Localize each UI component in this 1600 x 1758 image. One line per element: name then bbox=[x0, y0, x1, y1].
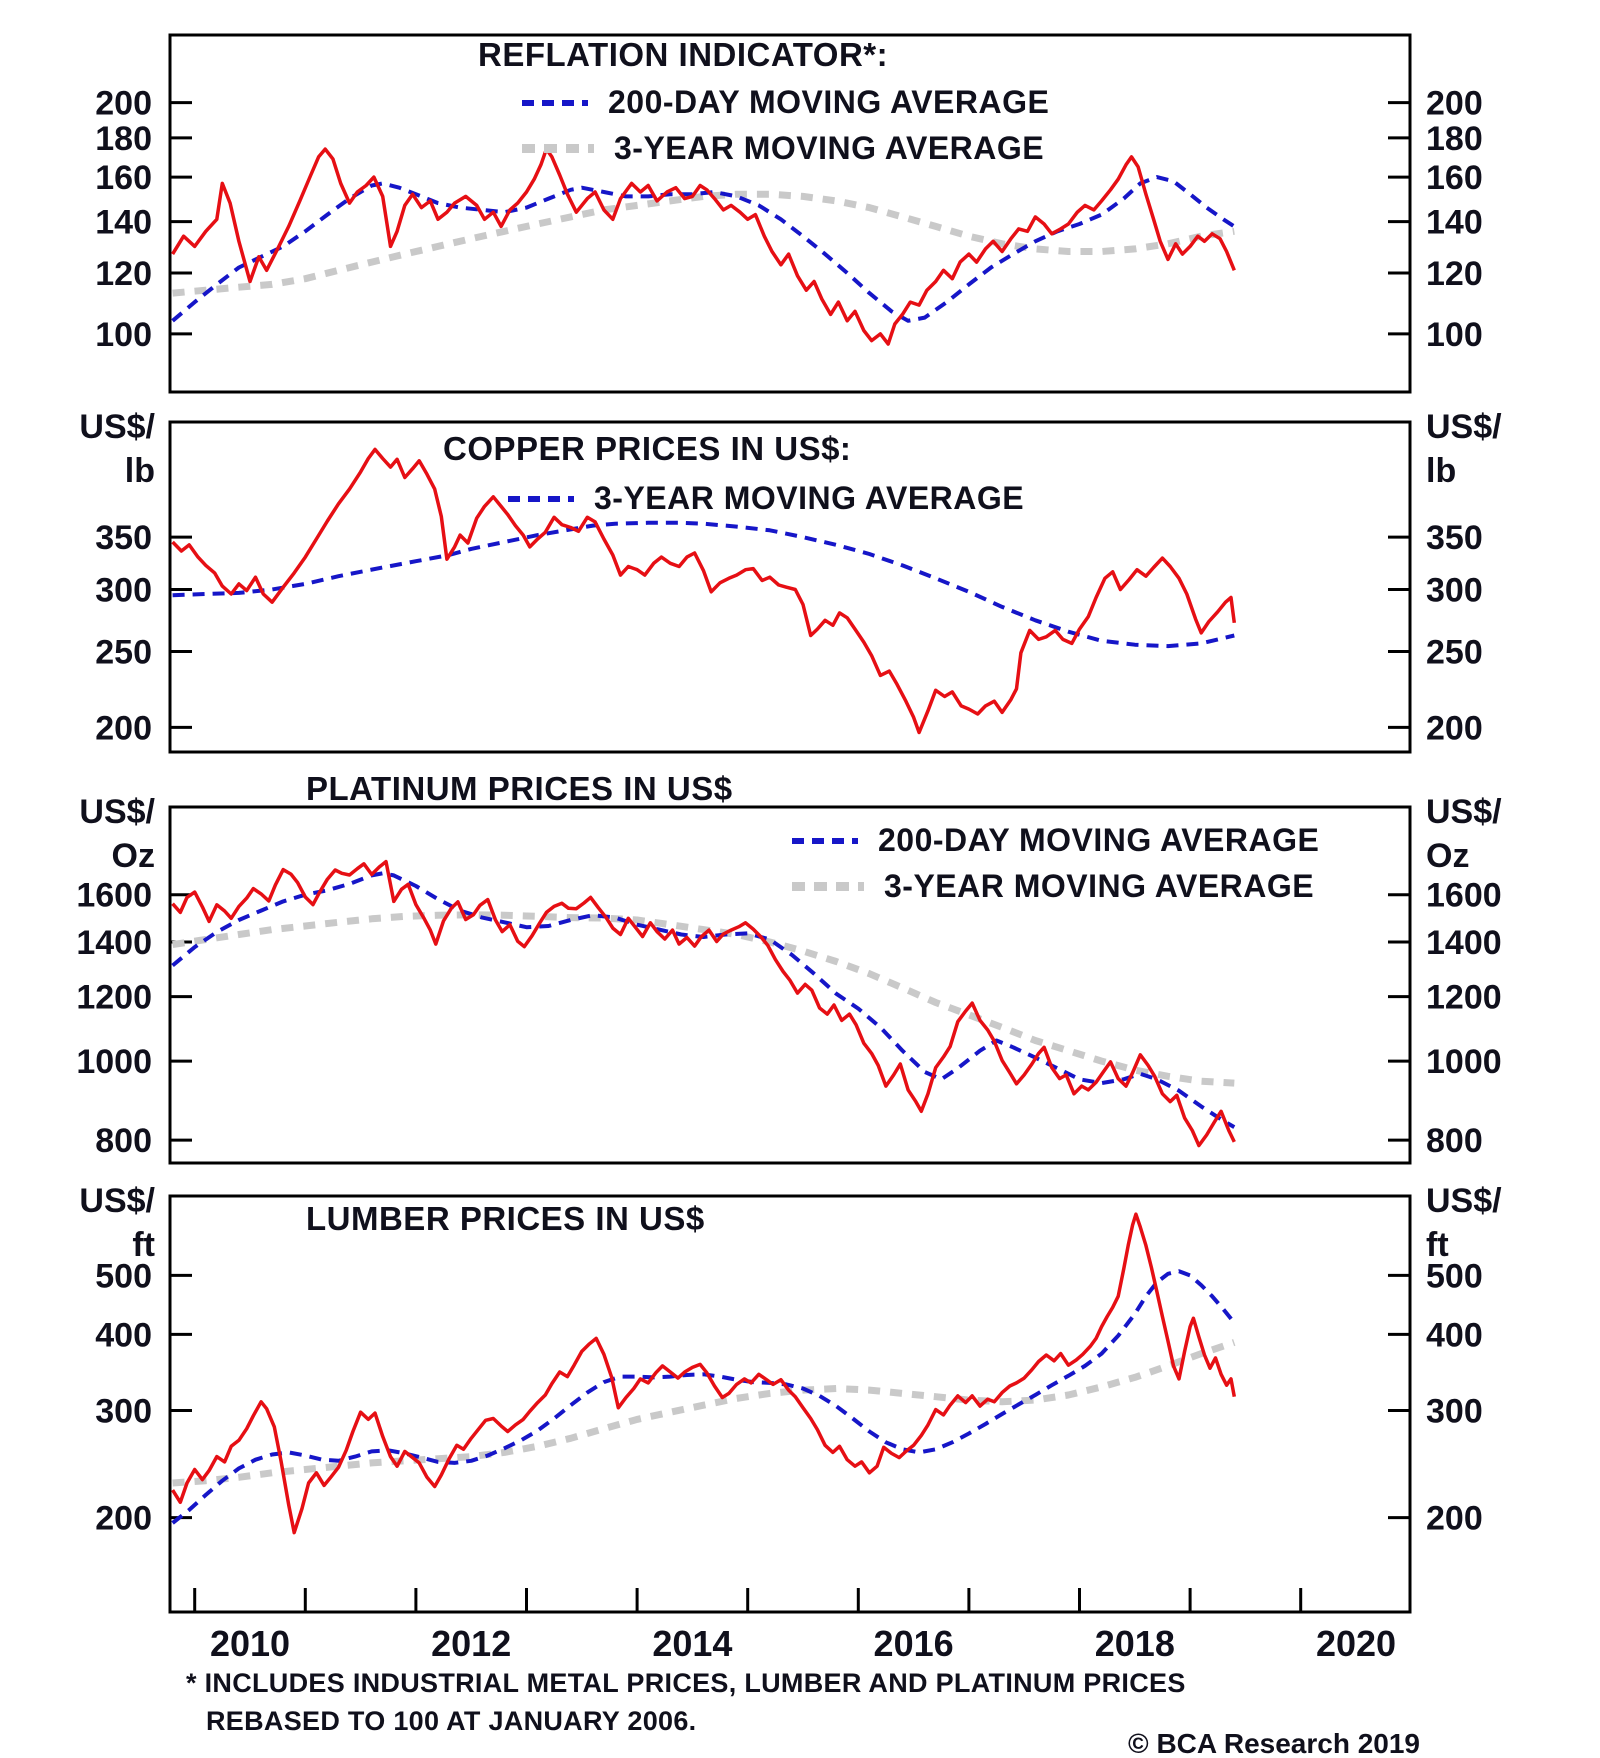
legend-platinum: 200-DAY MOVING AVERAGE 3-YEAR MOVING AVE… bbox=[792, 822, 1319, 905]
y-tick-label-left: 1200 bbox=[76, 979, 152, 1017]
x-axis-year-label: 2020 bbox=[1316, 1623, 1396, 1664]
legend-label: 200-DAY MOVING AVERAGE bbox=[878, 822, 1320, 858]
legend-item-3year: 3-YEAR MOVING AVERAGE bbox=[508, 480, 1024, 517]
y-tick-label-left: 400 bbox=[95, 1316, 152, 1354]
y-tick-label-right: 160 bbox=[1426, 159, 1483, 197]
x-axis-year-label: 2014 bbox=[652, 1623, 732, 1664]
unit-label-right: US$/ bbox=[1426, 408, 1502, 446]
y-tick-label-left: 250 bbox=[95, 633, 152, 671]
dashed-line-swatch-blue bbox=[522, 99, 588, 106]
ma-blue-line-platinum bbox=[171, 871, 1236, 1129]
panel-frame-lumber bbox=[168, 1194, 1412, 1614]
y-tick-label-left: 350 bbox=[95, 519, 152, 557]
unit-label-left: ft bbox=[132, 1226, 155, 1264]
unit-label-right: US$/ bbox=[1426, 1182, 1502, 1220]
x-axis-year-label: 2016 bbox=[874, 1623, 954, 1664]
y-tick-label-right: 140 bbox=[1426, 204, 1483, 242]
legend-item-200day: 200-DAY MOVING AVERAGE bbox=[522, 84, 1049, 121]
panel-title-lumber: LUMBER PRICES IN US$ bbox=[306, 1200, 705, 1237]
copyright-notice: © BCA Research 2019 bbox=[1128, 1728, 1420, 1758]
unit-label-left: Oz bbox=[112, 837, 155, 875]
legend-label: 3-YEAR MOVING AVERAGE bbox=[884, 868, 1315, 904]
panel-frame-copper bbox=[168, 420, 1412, 754]
x-axis-year-label: 2012 bbox=[431, 1623, 511, 1664]
y-tick-label-left: 120 bbox=[95, 255, 152, 293]
y-tick-label-right: 400 bbox=[1426, 1316, 1483, 1354]
panel-frame-platinum bbox=[168, 805, 1412, 1165]
dashed-line-swatch-blue bbox=[792, 837, 858, 844]
y-tick-label-left: 500 bbox=[95, 1257, 152, 1295]
legend-label: 3-YEAR MOVING AVERAGE bbox=[614, 130, 1045, 166]
price-line-lumber bbox=[171, 1212, 1237, 1535]
dashed-line-swatch-gray bbox=[522, 144, 594, 153]
unit-label-right: ft bbox=[1426, 1226, 1449, 1264]
y-tick-label-right: 1600 bbox=[1426, 877, 1502, 915]
y-tick-label-right: 1400 bbox=[1426, 924, 1502, 962]
unit-label-left: US$/ bbox=[79, 793, 155, 831]
legend-label: 3-YEAR MOVING AVERAGE bbox=[594, 480, 1025, 516]
y-tick-label-right: 500 bbox=[1426, 1257, 1483, 1295]
panel-title-copper: COPPER PRICES IN US$: bbox=[443, 430, 852, 467]
price-line-reflation bbox=[171, 147, 1236, 346]
price-line-copper bbox=[171, 447, 1237, 735]
footnote-line-1: * INCLUDES INDUSTRIAL METAL PRICES, LUMB… bbox=[186, 1668, 1186, 1698]
y-tick-label-left: 1000 bbox=[76, 1043, 152, 1081]
dashed-line-swatch-blue bbox=[508, 495, 574, 502]
x-axis-year-label: 2018 bbox=[1095, 1623, 1175, 1664]
y-tick-label-right: 1200 bbox=[1426, 979, 1502, 1017]
y-tick-label-right: 200 bbox=[1426, 1500, 1483, 1538]
y-tick-label-left: 180 bbox=[95, 120, 152, 158]
y-tick-label-left: 300 bbox=[95, 571, 152, 609]
y-tick-label-right: 200 bbox=[1426, 85, 1483, 123]
panel-title-platinum: PLATINUM PRICES IN US$ bbox=[306, 770, 733, 807]
dashed-line-swatch-gray bbox=[792, 882, 864, 891]
unit-label-right: Oz bbox=[1426, 837, 1469, 875]
y-tick-label-right: 200 bbox=[1426, 709, 1483, 747]
y-tick-label-right: 180 bbox=[1426, 120, 1483, 158]
unit-label-right: US$/ bbox=[1426, 793, 1502, 831]
panel-title-reflation: REFLATION INDICATOR*: bbox=[478, 36, 889, 73]
ma-blue-line-lumber bbox=[171, 1269, 1236, 1525]
legend-copper: 3-YEAR MOVING AVERAGE bbox=[508, 480, 1024, 517]
unit-label-right: lb bbox=[1426, 452, 1456, 490]
y-tick-label-right: 350 bbox=[1426, 519, 1483, 557]
price-line-platinum bbox=[171, 859, 1236, 1148]
y-tick-label-right: 120 bbox=[1426, 255, 1483, 293]
y-tick-label-right: 300 bbox=[1426, 571, 1483, 609]
y-tick-label-right: 300 bbox=[1426, 1392, 1483, 1430]
unit-label-left: lb bbox=[125, 452, 155, 490]
unit-label-left: US$/ bbox=[79, 408, 155, 446]
legend-item-200day: 200-DAY MOVING AVERAGE bbox=[792, 822, 1319, 859]
y-tick-label-left: 160 bbox=[95, 159, 152, 197]
ma-gray-line-reflation bbox=[172, 190, 1235, 297]
panel-frame-reflation bbox=[168, 33, 1412, 394]
legend-item-3year: 3-YEAR MOVING AVERAGE bbox=[792, 868, 1319, 905]
legend-label: 200-DAY MOVING AVERAGE bbox=[608, 84, 1050, 120]
y-tick-label-right: 1000 bbox=[1426, 1043, 1502, 1081]
y-tick-label-left: 1400 bbox=[76, 924, 152, 962]
y-tick-label-right: 100 bbox=[1426, 316, 1483, 354]
y-tick-label-left: 1600 bbox=[76, 877, 152, 915]
legend-item-3year: 3-YEAR MOVING AVERAGE bbox=[522, 130, 1049, 167]
legend-reflation: 200-DAY MOVING AVERAGE 3-YEAR MOVING AVE… bbox=[522, 84, 1049, 167]
y-tick-label-left: 200 bbox=[95, 85, 152, 123]
ma-gray-line-lumber bbox=[172, 1339, 1236, 1487]
y-tick-label-left: 100 bbox=[95, 316, 152, 354]
ma-blue-line-copper bbox=[172, 520, 1235, 649]
ma-gray-line-platinum bbox=[172, 911, 1235, 1087]
y-tick-label-left: 300 bbox=[95, 1392, 152, 1430]
y-tick-label-left: 800 bbox=[95, 1122, 152, 1160]
y-tick-label-right: 800 bbox=[1426, 1122, 1483, 1160]
unit-label-left: US$/ bbox=[79, 1182, 155, 1220]
x-axis-year-label: 2010 bbox=[210, 1623, 290, 1664]
ma-blue-line-reflation bbox=[171, 175, 1236, 323]
y-tick-label-right: 250 bbox=[1426, 633, 1483, 671]
footnote-line-2: REBASED TO 100 AT JANUARY 2006. bbox=[206, 1706, 697, 1736]
y-tick-label-left: 200 bbox=[95, 1500, 152, 1538]
y-tick-label-left: 200 bbox=[95, 709, 152, 747]
y-tick-label-left: 140 bbox=[95, 204, 152, 242]
